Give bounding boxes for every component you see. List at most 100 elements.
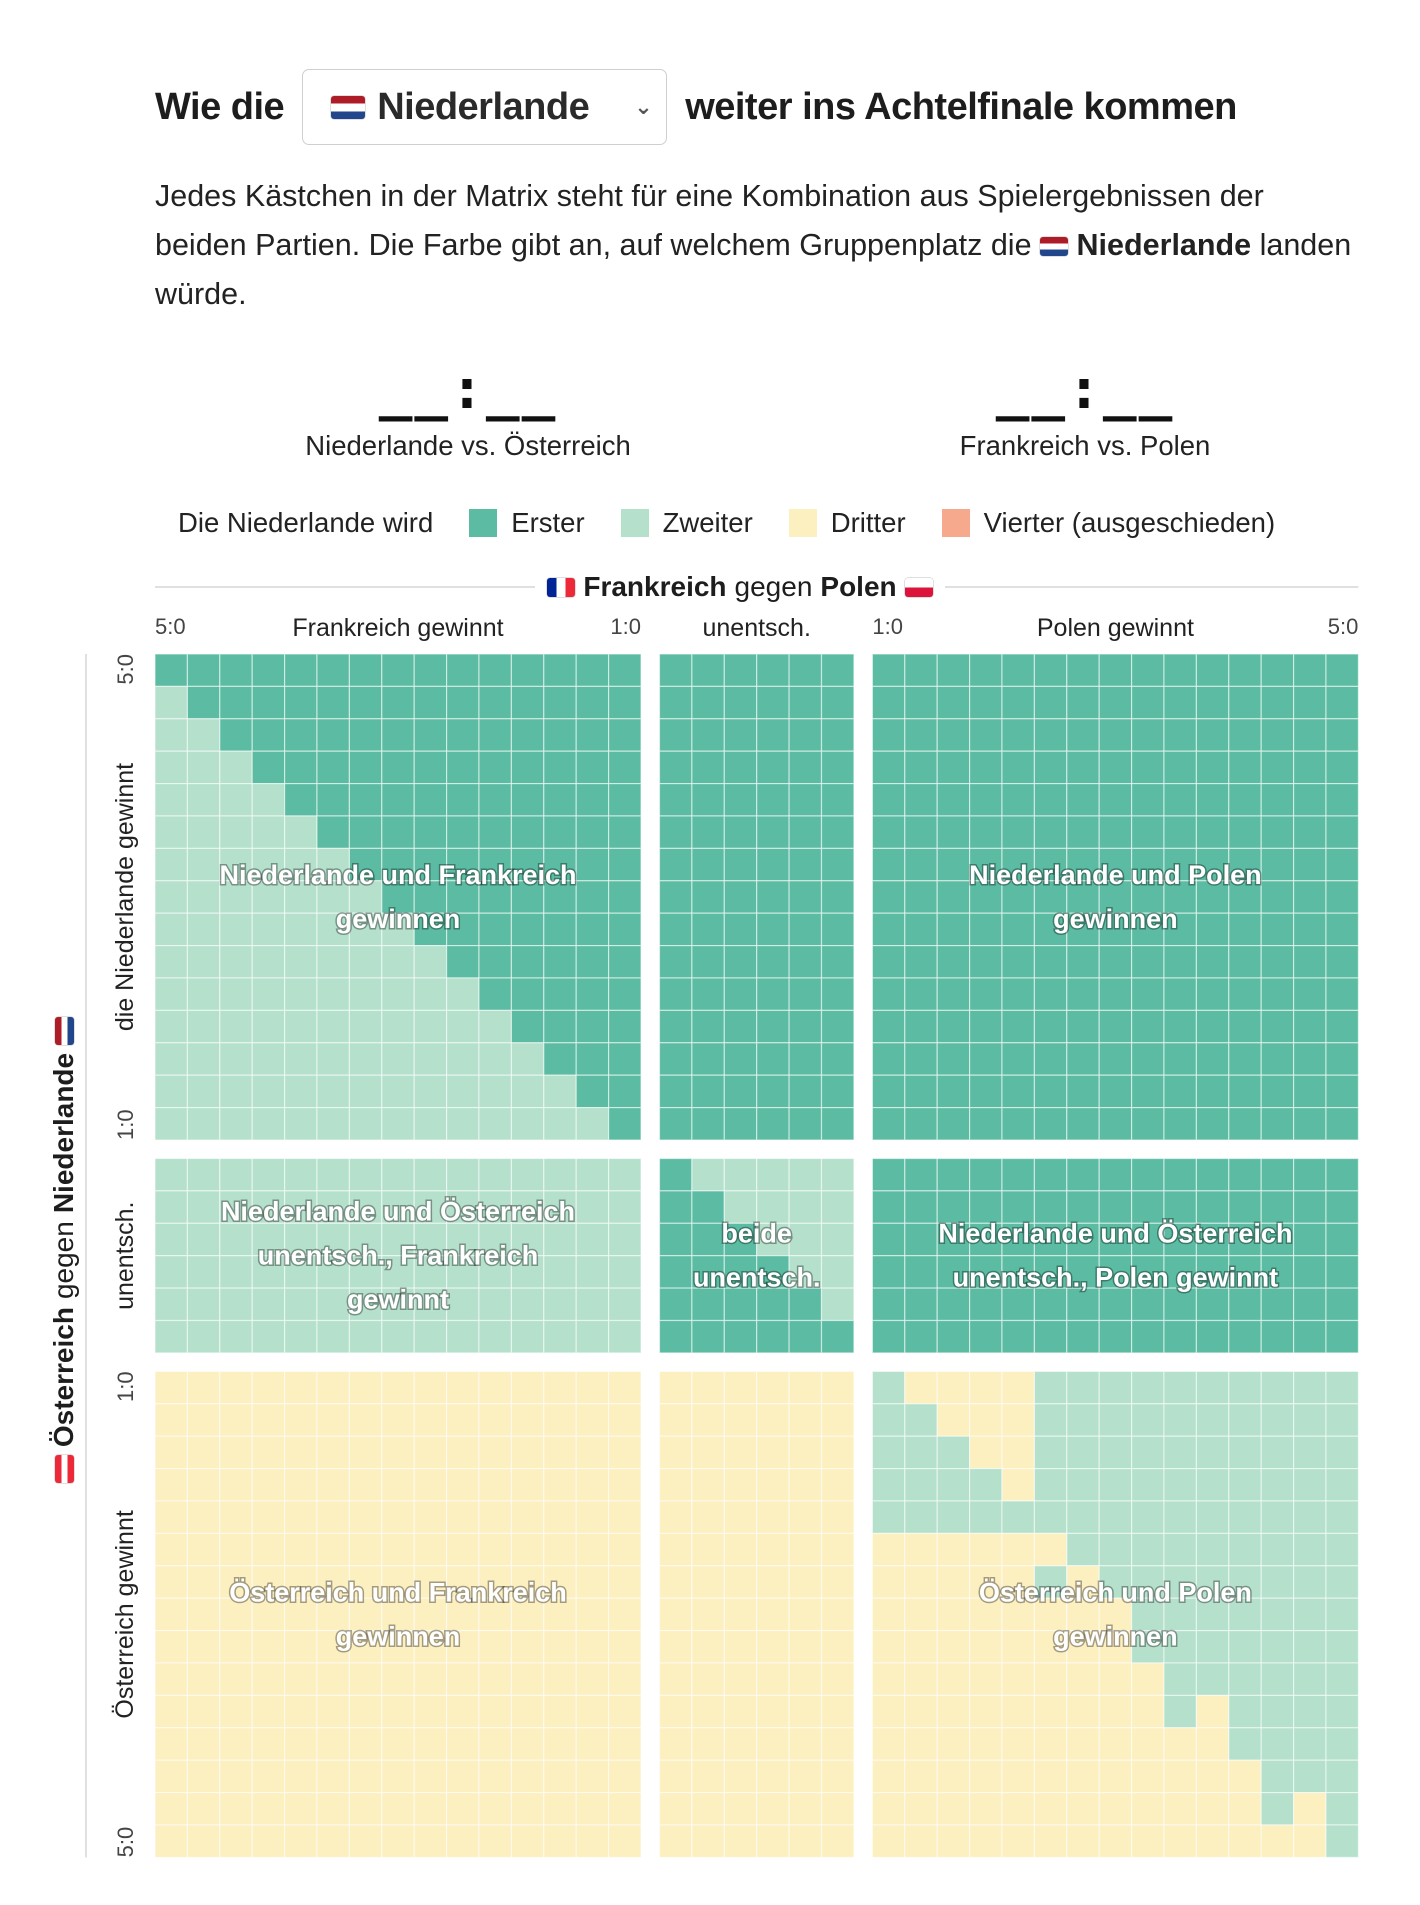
matrix-cell	[219, 1532, 253, 1567]
matrix-cell	[154, 1157, 189, 1192]
matrix-cell	[607, 1727, 642, 1761]
matrix-cell	[543, 1190, 577, 1224]
matrix-cell	[658, 782, 693, 817]
matrix-cell	[316, 1629, 351, 1664]
matrix-cell	[691, 1467, 725, 1502]
team-select[interactable]: Niederlande ⌄	[302, 69, 668, 145]
matrix-cell	[1325, 1727, 1360, 1761]
matrix-cell	[1228, 1824, 1262, 1859]
matrix-cell	[478, 1662, 513, 1697]
matrix-cell	[1066, 1791, 1100, 1826]
matrix-cell	[543, 1403, 577, 1437]
matrix-cell	[904, 1500, 938, 1535]
matrix-cell	[543, 1157, 577, 1192]
matrix-cell	[381, 1106, 415, 1141]
matrix-cell	[1001, 1500, 1036, 1535]
matrix-cell	[658, 1106, 693, 1141]
matrix-cell	[1195, 653, 1230, 688]
matrix-cell	[381, 1435, 415, 1470]
block-label: gewinnen	[336, 1621, 461, 1651]
left-title-team-b: Niederlande	[48, 1052, 79, 1214]
matrix-cell	[788, 912, 823, 947]
matrix-cell	[316, 1403, 351, 1437]
matrix-cell	[1292, 1319, 1327, 1354]
matrix-cell	[788, 1824, 823, 1859]
matrix-cell	[1163, 944, 1198, 979]
matrix-cell	[968, 1824, 1003, 1859]
matrix-cell	[186, 1662, 221, 1697]
matrix-cell	[1260, 1824, 1295, 1859]
matrix-cell	[1130, 1662, 1165, 1697]
matrix-cell	[316, 1157, 351, 1192]
matrix-cell	[820, 685, 855, 720]
matrix-cell	[446, 1565, 480, 1599]
matrix-cell	[1260, 1629, 1295, 1664]
matrix-cell	[723, 1662, 758, 1697]
matrix-cell	[691, 1222, 725, 1257]
matrix-cell	[348, 944, 383, 979]
matrix-cell	[723, 1190, 758, 1224]
matrix-cell	[658, 1759, 693, 1794]
matrix-cell	[820, 1370, 855, 1405]
matrix-cell	[510, 977, 545, 1012]
matrix-cell	[904, 1532, 938, 1567]
chevron-down-icon: ⌄	[634, 94, 653, 119]
score-input-fr-pl[interactable]: __:__	[995, 357, 1175, 422]
matrix-cell	[1325, 653, 1360, 688]
matrix-cell	[1195, 1009, 1230, 1044]
matrix-cell	[1001, 1157, 1036, 1192]
matrix-cell	[1260, 1157, 1295, 1192]
matrix-cell	[820, 1042, 855, 1076]
row-tick-start: 5:0	[113, 654, 138, 685]
matrix-cell	[251, 1042, 286, 1076]
matrix-cell	[871, 1500, 906, 1535]
matrix-cell	[1292, 1009, 1327, 1044]
column-heading: Polen gewinnt	[1037, 614, 1194, 642]
matrix-cell	[1130, 1403, 1165, 1437]
matrix-cell	[413, 1190, 448, 1224]
matrix-cell	[723, 718, 758, 752]
matrix-cell	[219, 1074, 253, 1109]
matrix-cell	[788, 1106, 823, 1141]
matrix-cell	[607, 653, 642, 688]
matrix-cell	[723, 1370, 758, 1405]
matrix-cell	[251, 653, 286, 688]
poland-flag-icon	[904, 577, 933, 597]
matrix-cell	[543, 1009, 577, 1044]
matrix-cell	[1292, 815, 1327, 850]
matrix-cell	[1033, 880, 1068, 914]
matrix-cell	[691, 1435, 725, 1470]
matrix-cell	[154, 1565, 189, 1599]
matrix-cell	[1130, 1287, 1165, 1322]
matrix-cell	[348, 1403, 383, 1437]
matrix-cell	[348, 1694, 383, 1729]
matrix-cell	[756, 1370, 790, 1405]
matrix-cell	[968, 1042, 1003, 1076]
matrix-cell	[478, 1403, 513, 1437]
score-input-nl-at[interactable]: __:__	[378, 357, 558, 422]
matrix-cell	[607, 1255, 642, 1289]
matrix-cell	[1098, 815, 1133, 850]
matrix-cell	[446, 1500, 480, 1535]
matrix-cell	[251, 685, 286, 720]
matrix-cell	[723, 1403, 758, 1437]
matrix-cell	[1325, 847, 1360, 882]
matrix-cell	[820, 1319, 855, 1354]
matrix-cell	[1195, 944, 1230, 979]
matrix-cell	[381, 1319, 415, 1354]
matrix-cell	[348, 1727, 383, 1761]
matrix-cell	[607, 944, 642, 979]
matrix-cell	[316, 977, 351, 1012]
matrix-cell	[413, 1370, 448, 1405]
matrix-cell	[413, 782, 448, 817]
matrix-cell	[1033, 1662, 1068, 1697]
matrix-cell	[446, 1629, 480, 1664]
matrix-cell	[284, 685, 318, 720]
matrix-cell	[756, 1597, 790, 1632]
matrix-cell	[154, 1597, 189, 1632]
matrix-cell	[788, 1629, 823, 1664]
matrix-cell	[871, 1190, 906, 1224]
matrix-cell	[1260, 1042, 1295, 1076]
matrix-cell	[871, 815, 906, 850]
matrix-cell	[219, 1255, 253, 1289]
